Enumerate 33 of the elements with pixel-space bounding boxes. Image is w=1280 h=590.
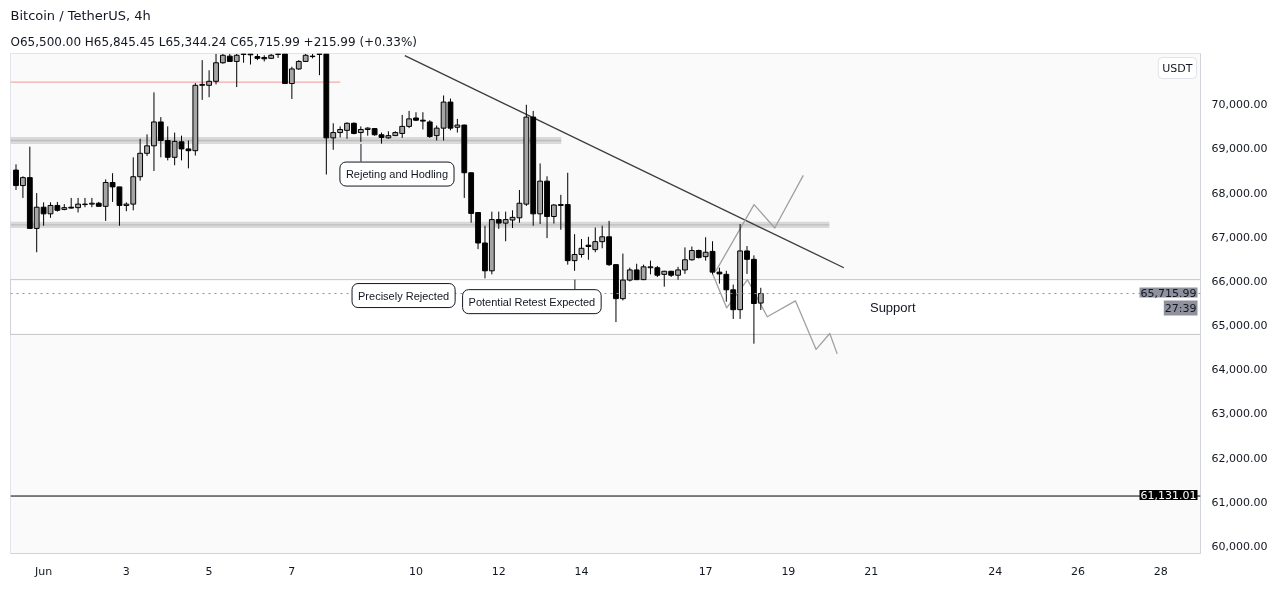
x-tick-label: 24 [988,564,1003,578]
y-tick-label: 63,000.00 [1211,407,1268,421]
y-tick-label: 66,000.00 [1211,274,1268,288]
chart-title: Bitcoin / TetherUS, 4h [10,7,151,23]
x-tick-label: 5 [205,564,213,578]
annotation: Rejeting and Hodling [345,168,449,181]
x-tick-label: 17 [698,564,713,578]
x-tick-label: 12 [491,564,506,578]
x-tick-label: 7 [288,564,296,578]
x-tick-label: Jun [34,564,53,578]
y-tick-label: 70,000.00 [1211,98,1268,112]
x-tick-label: 19 [781,564,796,578]
x-tick-label: 26 [1071,564,1086,578]
x-tick-label: 21 [864,564,879,578]
annotation: Potential Retest Expected [468,295,596,308]
x-tick-label: 28 [1153,564,1168,578]
y-tick-label: 64,000.00 [1211,363,1268,377]
y-tick-label: 68,000.00 [1211,186,1268,200]
y-tick-label: 60,000.00 [1211,539,1268,553]
x-tick-label: 14 [574,564,589,578]
y-tick-label: 67,000.00 [1211,230,1268,244]
y-tick-label: 61,000.00 [1211,495,1268,509]
band-label: Support [869,299,916,315]
chart-subtitle: O65,500.00 H65,845.45 L65,344.24 C65,715.99 +215.99 (+0.33%) [10,34,417,49]
x-tick-label: 10 [409,564,423,578]
x-tick-label: 3 [122,564,130,578]
annotation: Precisely Rejected [358,289,450,302]
y-tick-label: 62,000.00 [1211,451,1268,465]
y-axis-title: USDT [1162,61,1193,75]
y-tick-label: 69,000.00 [1211,142,1268,156]
ref-line-label: 65,715.99 27:39 [1140,286,1197,315]
ref-line-label: 61,131.01 [1140,489,1197,503]
y-tick-label: 65,000.00 [1211,319,1268,333]
